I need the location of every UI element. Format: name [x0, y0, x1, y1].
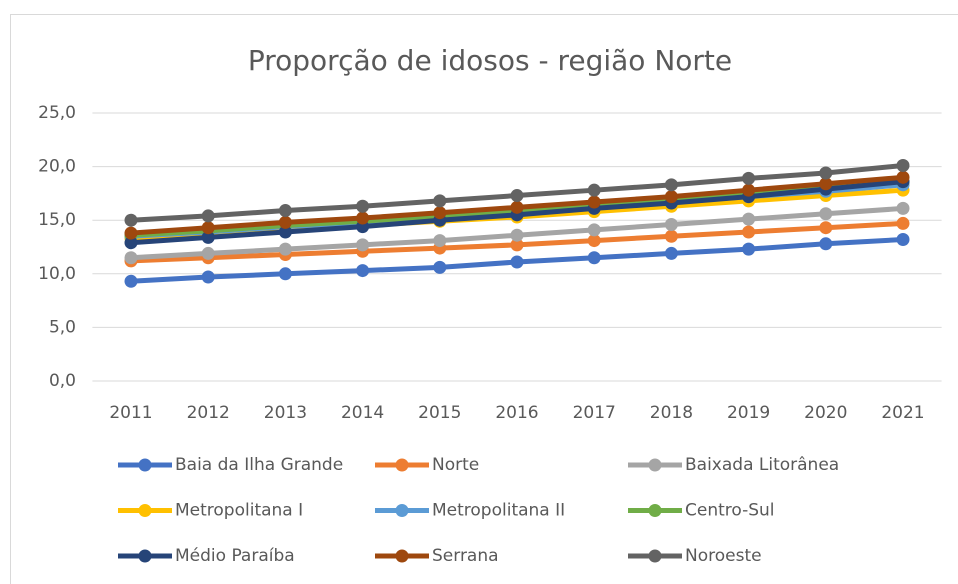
y-tick-label: 15,0 [38, 210, 76, 230]
data-point [819, 221, 833, 235]
chart-title: Proporção de idosos - região Norte [248, 44, 732, 77]
data-point [201, 209, 215, 223]
data-point [124, 274, 138, 288]
data-point [510, 255, 524, 269]
x-tick-label: 2014 [341, 403, 384, 423]
legend-marker [138, 549, 152, 563]
legend-label: Norte [432, 455, 479, 475]
x-tick-label: 2011 [109, 403, 152, 423]
legend-marker [138, 458, 152, 472]
data-point [742, 242, 756, 256]
data-point [356, 238, 370, 252]
legend-marker [395, 458, 409, 472]
y-tick-label: 25,0 [38, 103, 76, 123]
data-point [587, 183, 601, 197]
data-point [510, 200, 524, 214]
y-tick-label: 10,0 [38, 264, 76, 284]
data-point [664, 229, 678, 243]
data-point [356, 264, 370, 278]
data-point [819, 237, 833, 251]
data-point [278, 225, 292, 239]
data-point [896, 232, 910, 246]
data-point [742, 212, 756, 226]
data-point [896, 201, 910, 215]
y-tick-label: 20,0 [38, 157, 76, 177]
y-tick-label: 0,0 [49, 371, 76, 391]
x-tick-label: 2020 [804, 403, 847, 423]
data-point [587, 234, 601, 248]
data-point [819, 166, 833, 180]
x-tick-label: 2018 [650, 403, 693, 423]
legend-label: Baia da Ilha Grande [175, 455, 343, 475]
data-point [896, 170, 910, 184]
data-point [819, 207, 833, 221]
data-point [124, 213, 138, 227]
data-point [356, 199, 370, 213]
legend-label: Serrana [432, 546, 499, 566]
data-point [896, 159, 910, 173]
data-point [742, 225, 756, 239]
y-tick-label: 5,0 [49, 317, 76, 337]
data-point [896, 216, 910, 230]
data-point [201, 246, 215, 260]
legend-label: Metropolitana I [175, 501, 303, 521]
data-point [510, 228, 524, 242]
legend-marker [395, 549, 409, 563]
data-point [278, 204, 292, 218]
data-point [664, 178, 678, 192]
data-point [510, 189, 524, 203]
data-point [587, 251, 601, 265]
x-tick-label: 2012 [187, 403, 230, 423]
data-point [356, 211, 370, 225]
legend-marker [648, 549, 662, 563]
legend-marker [648, 458, 662, 472]
data-point [278, 242, 292, 256]
x-tick-label: 2017 [573, 403, 616, 423]
data-point [433, 260, 447, 274]
x-tick-label: 2019 [727, 403, 770, 423]
data-point [278, 215, 292, 229]
legend-label: Médio Paraíba [175, 546, 295, 566]
data-point [664, 217, 678, 231]
legend-label: Metropolitana II [432, 501, 565, 521]
data-point [433, 206, 447, 220]
data-point [124, 236, 138, 250]
data-point [124, 226, 138, 240]
x-tick-label: 2021 [881, 403, 924, 423]
data-point [510, 238, 524, 252]
legend-marker [395, 504, 409, 517]
legend-label: Noroeste [685, 546, 762, 566]
x-tick-label: 2013 [264, 403, 307, 423]
data-point [201, 221, 215, 235]
data-point [587, 223, 601, 237]
legend-label: Baixada Litorânea [685, 455, 839, 475]
data-point [124, 251, 138, 265]
legend-label: Centro-Sul [685, 501, 775, 521]
data-point [664, 190, 678, 204]
data-point [433, 234, 447, 248]
data-point [433, 194, 447, 208]
data-point [742, 171, 756, 185]
legend-marker [648, 504, 662, 517]
data-point [742, 183, 756, 197]
chart-border [10, 14, 958, 584]
x-tick-label: 2016 [495, 403, 538, 423]
data-point [278, 267, 292, 281]
data-point [819, 177, 833, 191]
data-point [587, 195, 601, 209]
data-point [664, 246, 678, 260]
legend-marker [138, 504, 152, 517]
x-tick-label: 2015 [418, 403, 461, 423]
data-point [201, 230, 215, 244]
data-point [201, 270, 215, 284]
